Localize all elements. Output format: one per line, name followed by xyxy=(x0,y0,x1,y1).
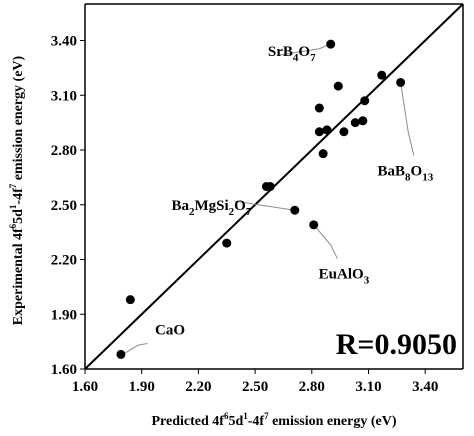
correlation-label: R=0.9050 xyxy=(336,328,457,361)
data-point xyxy=(377,70,387,80)
data-point xyxy=(339,127,349,137)
data-point xyxy=(322,125,332,135)
data-point xyxy=(125,295,135,305)
x-tick-label: 3.10 xyxy=(355,379,381,395)
data-point xyxy=(116,349,126,359)
plot-area: 1.60 1.90 2.20 2.50 2.80 3.10 3.40 1.60 1.90 2.20… xyxy=(8,3,464,429)
y-tick-label: 3.10 xyxy=(51,88,77,104)
data-point xyxy=(360,96,370,106)
data-point xyxy=(358,116,368,126)
y-axis-title: Experimental 4f65d1-4f7 emission energy … xyxy=(8,55,26,325)
annotation-label: BaB8O13 xyxy=(378,164,434,184)
data-point xyxy=(318,149,328,159)
annotation-label: EuAlO3 xyxy=(319,267,370,287)
x-tick-label: 2.80 xyxy=(299,379,325,395)
data-point xyxy=(396,77,406,87)
x-tick-label: 1.60 xyxy=(72,379,98,395)
data-point xyxy=(265,182,275,191)
y-tick-label: 1.90 xyxy=(51,307,77,323)
annotation-label: SrB4O7 xyxy=(268,44,316,64)
x-tick-label: 3.40 xyxy=(412,379,438,395)
annotation-leader-line xyxy=(278,43,330,56)
x-axis-title: Predicted 4f65d1-4f7 emission energy (eV… xyxy=(152,411,397,429)
data-point xyxy=(222,238,232,248)
data-point xyxy=(333,81,343,91)
x-tick-label: 2.20 xyxy=(185,379,211,395)
y-tick-label: 1.60 xyxy=(51,362,77,378)
data-point xyxy=(314,127,324,137)
data-point xyxy=(326,39,336,49)
y-tick-label: 2.20 xyxy=(51,253,77,269)
annotation-leader-line xyxy=(234,200,295,211)
y-tick-label: 2.80 xyxy=(51,143,77,159)
annotation-label: CaO xyxy=(155,322,185,338)
y-tick-label: 3.40 xyxy=(51,34,77,50)
data-point xyxy=(290,205,300,215)
x-tick-label: 1.90 xyxy=(129,379,155,395)
y-tick-label: 2.50 xyxy=(51,198,77,214)
x-tick-label: 2.50 xyxy=(242,379,268,395)
annotation-leader-line xyxy=(313,224,338,259)
data-point xyxy=(309,220,319,230)
annotation-label: Ba2MgSi2O7 xyxy=(171,198,251,218)
data-point xyxy=(314,103,324,113)
data-point xyxy=(350,118,360,128)
annotation-leader-line xyxy=(122,342,148,355)
annotation-leader-line xyxy=(400,82,415,156)
